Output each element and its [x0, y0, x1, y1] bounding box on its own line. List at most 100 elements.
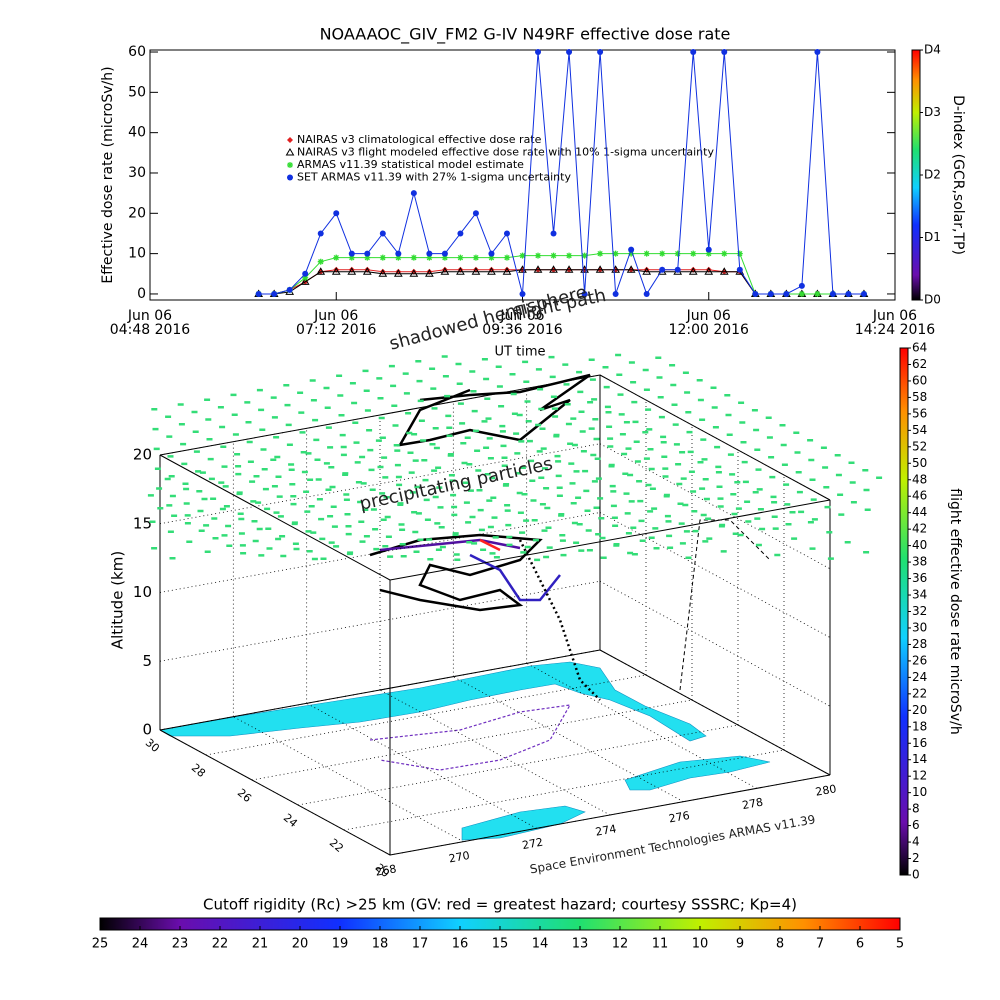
marker — [302, 274, 309, 281]
marker — [302, 270, 309, 277]
x-tick-label: 270 — [448, 849, 471, 865]
marker — [502, 267, 512, 275]
legend-label: SET ARMAS v11.39 with 27% 1-sigma uncert… — [297, 171, 571, 184]
x-tick-label: Jun 06 — [686, 308, 731, 324]
y-tick-label: 50 — [128, 84, 146, 100]
colorbar-tick-label: 58 — [912, 390, 927, 404]
marker — [721, 250, 728, 257]
marker — [814, 49, 821, 56]
colorbar-label: flight effective dose rate microSv/h — [947, 488, 963, 734]
colorbar-tick-label: 13 — [572, 937, 589, 952]
box-edge — [389, 774, 831, 856]
marker — [348, 250, 355, 257]
marker — [752, 290, 759, 297]
marker — [457, 230, 464, 237]
colorbar-tick-label: 40 — [912, 538, 927, 552]
marker — [550, 230, 557, 237]
particle-field — [147, 353, 883, 562]
x-tick-label: Jun 06 — [313, 308, 358, 324]
y-tick-label: 20 — [128, 205, 146, 221]
colorbar-tick-label: 44 — [912, 505, 927, 519]
marker — [736, 266, 743, 273]
colorbar-tick-label: 12 — [912, 769, 927, 783]
colorbar-tick-label: 2 — [912, 851, 920, 865]
colorbar-tick-label: 20 — [292, 937, 309, 952]
grid-line — [251, 699, 693, 781]
marker — [642, 267, 652, 275]
grid-line — [343, 749, 785, 831]
marker — [597, 49, 604, 56]
marker — [767, 290, 774, 297]
colorbar-tick-label: 11 — [652, 937, 669, 952]
y-tick-label: 10 — [128, 246, 146, 262]
marker — [488, 254, 495, 261]
marker — [426, 254, 433, 261]
colorbar-tick-label: 52 — [912, 439, 927, 453]
marker — [333, 210, 340, 217]
colorbar-tick-label: 18 — [912, 719, 927, 733]
marker — [317, 230, 324, 237]
z-tick-label: 10 — [133, 583, 152, 601]
marker — [690, 49, 697, 56]
marker — [798, 282, 805, 289]
x-tick-label: 04:48 2016 — [110, 322, 191, 338]
colorbar-tick-label: 22 — [912, 686, 927, 700]
x-tick-label: 276 — [668, 809, 691, 825]
colorbar — [911, 49, 921, 301]
colorbar-tick-label: 19 — [332, 937, 349, 952]
colorbar-tick-label: 64 — [912, 341, 927, 355]
colorbar-tick-label: 9 — [736, 937, 744, 952]
marker — [347, 267, 357, 275]
colorbar-tick-label: 62 — [912, 357, 927, 371]
colorbar-tick-label: 16 — [912, 736, 927, 750]
colorbar-tick-label: 6 — [912, 818, 920, 832]
x-tick-label: 272 — [521, 836, 544, 852]
y-tick-label: 0 — [137, 286, 146, 302]
marker — [379, 254, 386, 261]
colorbar-tick-label: 14 — [912, 752, 927, 766]
marker — [519, 252, 526, 259]
colorbar-tick-label: 38 — [912, 555, 927, 569]
marker — [300, 277, 310, 285]
box-edge — [159, 729, 391, 856]
marker — [425, 269, 434, 277]
legend-marker — [287, 162, 293, 168]
marker — [472, 210, 479, 217]
x-tick-label: 278 — [741, 796, 764, 812]
colorbar-tick-label: 20 — [912, 703, 927, 717]
marker — [379, 230, 386, 237]
colorbar-tick-label: D1 — [924, 230, 941, 244]
colorbar-tick-label: 21 — [252, 937, 269, 952]
x-tick-label: 268 — [374, 862, 397, 878]
marker — [736, 250, 743, 257]
marker — [690, 250, 697, 257]
marker — [705, 246, 712, 253]
y-axis-label: Effective dose rate (microSv/h) — [100, 66, 116, 283]
colorbar-tick-label: 34 — [912, 588, 927, 602]
marker — [566, 252, 573, 259]
x-tick-label: 12:00 2016 — [669, 322, 750, 338]
colorbar-tick-label: 10 — [692, 937, 709, 952]
marker — [426, 250, 433, 257]
marker — [395, 250, 402, 257]
marker — [393, 269, 403, 277]
colorbar-tick-label: 46 — [912, 489, 927, 503]
colorbar-tick-label: 50 — [912, 456, 927, 470]
y-tick-label: 30 — [128, 165, 146, 181]
colorbar-tick-label: 15 — [492, 937, 509, 952]
marker — [472, 254, 479, 261]
grid-line — [159, 443, 601, 525]
marker — [533, 265, 543, 273]
marker — [783, 290, 790, 297]
marker — [595, 265, 605, 273]
marker — [581, 252, 588, 259]
box-edge — [159, 454, 391, 581]
marker — [674, 250, 681, 257]
marker — [503, 230, 510, 237]
colorbar-label: Cutoff rigidity (Rc) >25 km (GV: red = g… — [203, 896, 797, 914]
box-edge — [389, 499, 831, 581]
colorbar-tick-label: 22 — [212, 937, 229, 952]
marker — [255, 290, 262, 297]
legend-label: NAIRAS v3 climatological effective dose … — [297, 133, 542, 146]
